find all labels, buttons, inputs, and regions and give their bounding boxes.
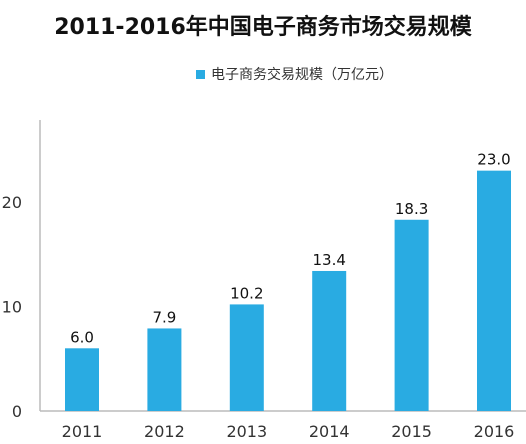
y-tick-label: 10	[2, 298, 22, 317]
y-axis-ticks: 0 10 20	[2, 193, 22, 421]
legend-swatch	[196, 70, 205, 79]
data-label-2016: 23.0	[477, 151, 510, 169]
bar-2014	[312, 270, 347, 411]
x-tick-label-2015: 2015	[391, 422, 432, 441]
data-labels-group: 6.0 7.9 10.2 13.4 18.3 23.0	[70, 151, 511, 347]
y-tick-label: 20	[2, 193, 22, 212]
x-axis-ticks: 2011 2012 2013 2014 2015 2016	[62, 422, 515, 441]
bar-2013	[229, 304, 264, 411]
x-tick-label-2016: 2016	[474, 422, 515, 441]
bar-2012	[147, 328, 182, 411]
bar-2016	[477, 170, 511, 411]
x-tick-label-2012: 2012	[144, 422, 185, 441]
chart-title: 2011-2016年中国电子商务市场交易规模	[54, 14, 473, 40]
bar-2011	[65, 348, 99, 411]
data-label-2015: 18.3	[395, 200, 428, 218]
y-tick-label: 0	[12, 402, 22, 421]
legend-label: 电子商务交易规模（万亿元）	[211, 66, 393, 83]
data-label-2014: 13.4	[312, 251, 345, 269]
x-tick-label-2013: 2013	[226, 422, 267, 441]
data-label-2013: 10.2	[230, 284, 263, 302]
x-tick-label-2011: 2011	[62, 422, 103, 441]
data-label-2012: 7.9	[152, 308, 176, 326]
data-label-2011: 6.0	[70, 328, 94, 346]
x-tick-label-2014: 2014	[309, 422, 350, 441]
bar-2015	[394, 219, 429, 411]
bars-group	[65, 170, 511, 411]
